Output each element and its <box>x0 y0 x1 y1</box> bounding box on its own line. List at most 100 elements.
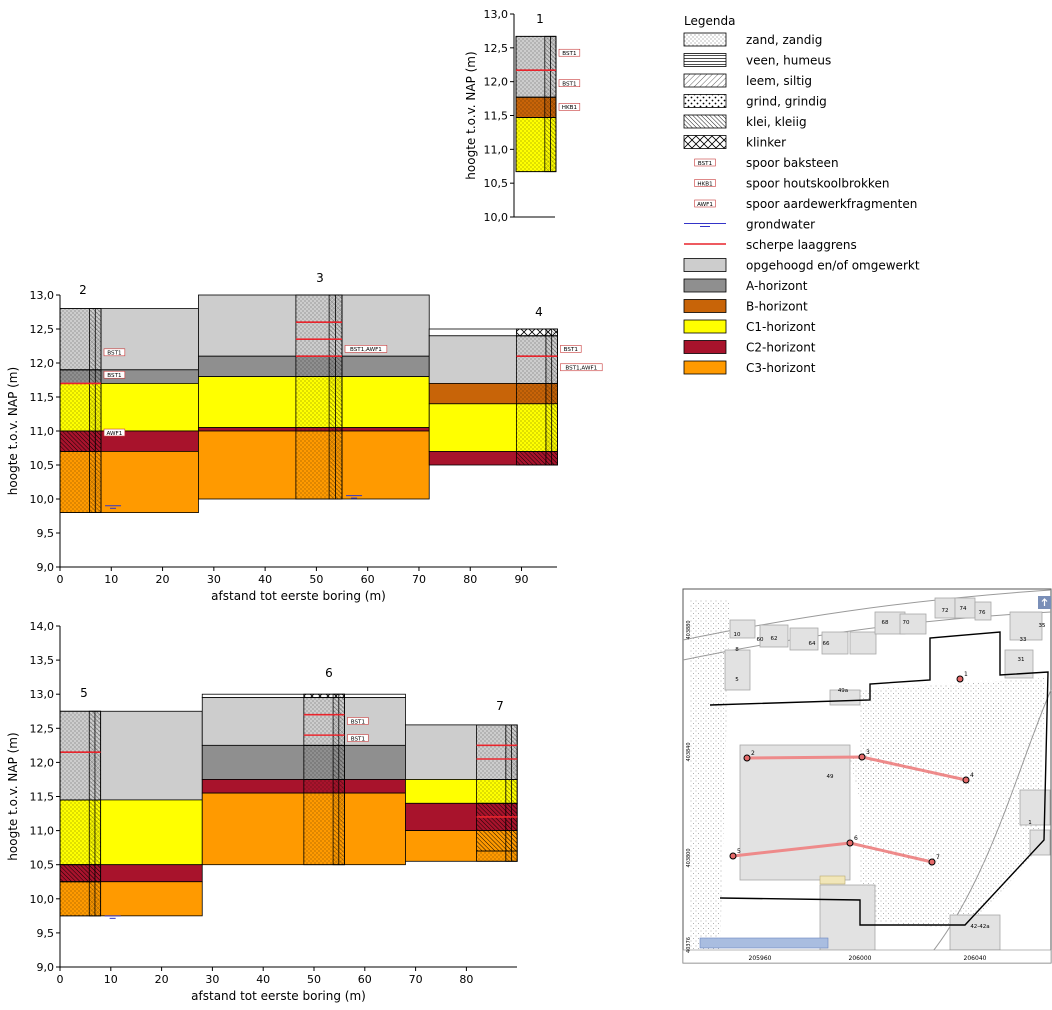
legend-tag-text: HKB1 <box>697 181 713 187</box>
x-tick-label: 0 <box>57 573 64 586</box>
y-tick-label: 14,0 <box>30 620 55 633</box>
map-building-yellow <box>819 875 846 885</box>
y-tick-label: 12,0 <box>30 357 55 370</box>
trace-box-6-0 <box>347 717 369 725</box>
legend-item-BST1: BST1 spoor baksteen <box>694 156 839 170</box>
boring-label-5: 5 <box>80 686 88 700</box>
legend-item-C2: C2-horizont <box>683 340 816 355</box>
legend-swatch-AWF1 <box>694 199 716 208</box>
map-house-number: 33 <box>1020 637 1027 643</box>
legend-label: klei, kleiig <box>746 115 807 129</box>
x-tick-label: 70 <box>409 973 423 986</box>
legend-label: scherpe laaggrens <box>746 238 857 252</box>
y-tick-label: 9,0 <box>37 961 55 974</box>
map-north-arrow-icon <box>1041 598 1048 606</box>
trace-label: BST1 <box>562 51 577 57</box>
trace-box-2-1 <box>103 370 126 379</box>
map-house-number: 68 <box>882 620 889 626</box>
map-coord-label: 206000 <box>849 955 872 962</box>
legend-swatch-C1 <box>683 319 727 334</box>
map-house-number: 66 <box>823 641 830 647</box>
legend-label: C1-horizont <box>746 320 816 334</box>
x-axis-label: afstand tot eerste boring (m) <box>211 589 386 603</box>
map-scale-bar <box>699 937 829 949</box>
map-coord-label: 206040 <box>964 955 987 962</box>
y-tick-label: 11,5 <box>30 391 55 404</box>
legend-item-B: B-horizont <box>683 299 808 314</box>
y-tick-label: 9,0 <box>37 561 55 574</box>
y-tick-label: 10,0 <box>484 211 509 224</box>
legend-item-C3: C3-horizont <box>683 360 816 375</box>
map-house-number: 74 <box>960 606 967 612</box>
legend-swatch-klei <box>683 114 727 129</box>
map-paved-diag <box>850 700 1010 800</box>
legend: Legenda zand, zandig veen, humeus leem, sil… <box>683 14 920 375</box>
map-house-number: 70 <box>903 620 910 626</box>
x-tick-label: 40 <box>258 573 272 586</box>
location-map: 1 2 3 4 5 6 7 72 74 76 35 33 31 10 8 5 60 62 64 66 68 70 49a 49… <box>682 588 1052 964</box>
map-building <box>789 627 819 651</box>
map-house-number: 62 <box>771 636 778 642</box>
legend-swatch-BST1 <box>694 158 716 167</box>
map-paved-strip <box>690 600 730 955</box>
x-tick-label: 40 <box>256 973 270 986</box>
y-axis-label: hoogte t.o.v. NAP (m) <box>6 367 20 495</box>
trace-label: BST1 <box>107 351 122 357</box>
legend-tag-text: AWF1 <box>697 202 713 208</box>
map-boring-point-5 <box>729 852 737 860</box>
map-building <box>724 649 751 691</box>
map-building <box>759 624 789 648</box>
map-site-boundary <box>709 631 1049 926</box>
y-tick-label: 13,5 <box>30 654 55 667</box>
trace-box-4-0 <box>560 345 582 353</box>
trace-label: BST1 <box>351 736 366 742</box>
map-building <box>729 619 756 639</box>
legend-label: zand, zandig <box>746 33 822 47</box>
legend-swatch-B <box>683 299 727 313</box>
legend-item-gw: grondwater <box>684 218 815 232</box>
trace-label: BST1 <box>562 81 577 87</box>
x-tick-label: 20 <box>155 973 169 986</box>
legend-item-klinker: klinker <box>683 135 786 150</box>
legend-item-leem: leem, siltig <box>683 73 812 88</box>
trace-box-4-1 <box>560 363 603 372</box>
map-building <box>739 744 851 881</box>
map-boring-label: 7 <box>936 854 940 861</box>
x-tick-label: 0 <box>57 973 64 986</box>
legend-swatch-A <box>683 278 727 293</box>
trace-label: HKB1 <box>562 105 578 111</box>
y-tick-label: 10,0 <box>30 893 55 906</box>
map-house-number: 10 <box>734 632 741 638</box>
map-side-coord: 403880 <box>686 620 692 639</box>
map-coord-bar <box>682 949 1052 964</box>
map-house-number: 42-42a <box>970 924 989 930</box>
map-house-number: 8 <box>735 647 739 653</box>
y-tick-label: 13,0 <box>30 289 55 302</box>
x-tick-label: 80 <box>459 973 473 986</box>
legend-swatch-klinker <box>683 135 727 149</box>
trace-label: BST1 <box>107 373 122 379</box>
map-boring-label: 1 <box>964 671 968 678</box>
map-building <box>819 884 876 956</box>
y-tick-label: 12,5 <box>484 42 509 55</box>
x-tick-label: 80 <box>463 573 477 586</box>
trace-label: BST1,AWF1 <box>350 347 382 353</box>
map-boring-point-3 <box>858 753 866 761</box>
map-house-number: 35 <box>1039 623 1046 629</box>
legend-item-AWF1: AWF1 spoor aardewerkfragmenten <box>694 197 917 211</box>
map-building <box>849 631 877 655</box>
x-tick-label: 30 <box>207 573 221 586</box>
legend-item-zand: zand, zandig <box>683 32 822 47</box>
map-building <box>899 613 927 635</box>
y-tick-label: 12,5 <box>30 323 55 336</box>
map-road-line <box>682 589 1052 641</box>
y-tick-label: 12,5 <box>30 722 55 735</box>
map-house-number: 5 <box>735 677 739 683</box>
trace-box-6-1 <box>347 734 369 742</box>
legend-label: spoor baksteen <box>746 156 839 170</box>
y-tick-label: 10,5 <box>484 177 509 190</box>
legend-item-veen: veen, humeus <box>683 53 831 68</box>
legend-item-opgehoogd: opgehoogd en/of omgewerkt <box>683 258 920 273</box>
legend-item-grens: scherpe laaggrens <box>684 238 857 252</box>
